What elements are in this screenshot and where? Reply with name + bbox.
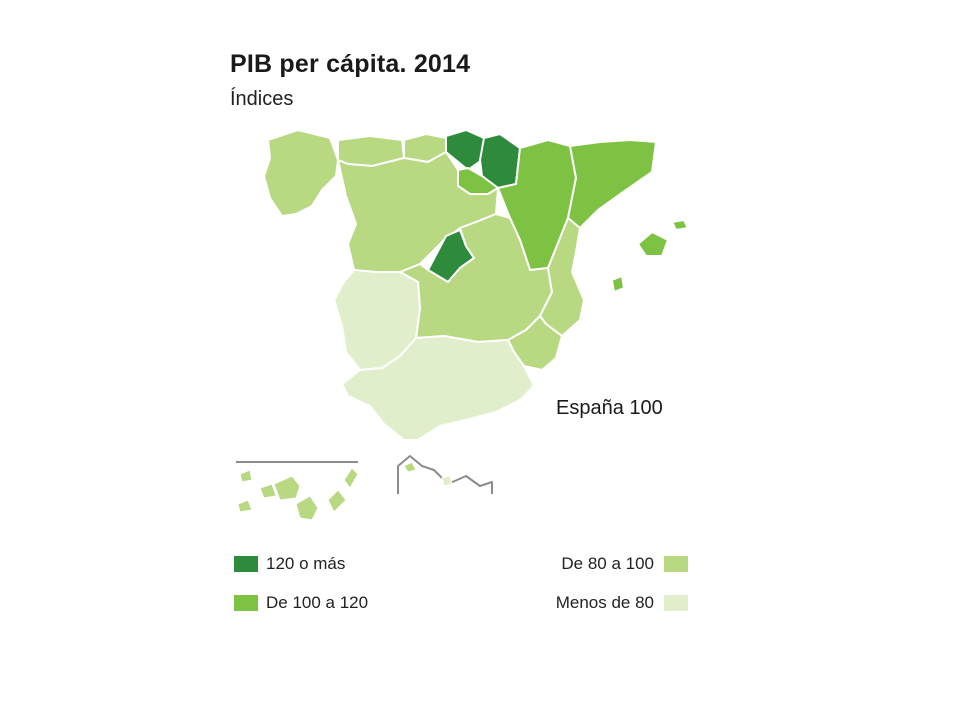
reference-note: España 100 bbox=[556, 397, 663, 419]
legend-swatch bbox=[234, 556, 258, 572]
legend-swatch bbox=[664, 595, 688, 611]
legend-item-100-a-120: De 100 a 120 bbox=[234, 593, 368, 613]
legend-label: 120 o más bbox=[266, 554, 346, 573]
chart-subtitle: Índices bbox=[230, 88, 294, 110]
region-baleares bbox=[611, 219, 689, 293]
canarias-inset bbox=[236, 461, 359, 521]
region-andalucia bbox=[341, 335, 535, 441]
legend-label: De 80 a 100 bbox=[561, 554, 654, 573]
legend-swatch bbox=[234, 595, 258, 611]
legend-item-80-a-100: De 80 a 100 bbox=[561, 554, 688, 574]
spain-choropleth-map bbox=[236, 129, 689, 521]
legend-swatch bbox=[664, 556, 688, 572]
legend-item-menos-de-80: Menos de 80 bbox=[556, 593, 688, 613]
legend-item-120-o-mas: 120 o más bbox=[234, 554, 345, 574]
legend-label: De 100 a 120 bbox=[266, 593, 369, 612]
ceuta-melilla-inset bbox=[397, 455, 493, 494]
chart-title: PIB per cápita. 2014 bbox=[230, 50, 471, 78]
region-cataluna bbox=[567, 139, 657, 229]
legend-label: Menos de 80 bbox=[555, 593, 654, 612]
region-galicia bbox=[263, 129, 339, 217]
